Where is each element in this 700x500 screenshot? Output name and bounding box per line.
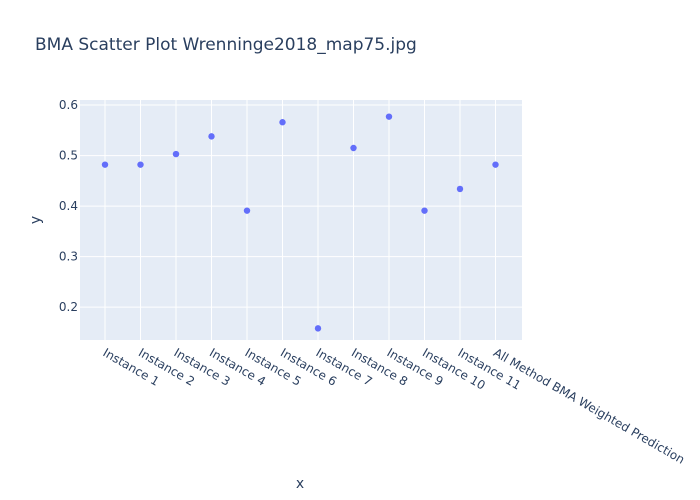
y-tick-label: 0.4: [59, 199, 78, 213]
data-point[interactable]: [208, 133, 215, 140]
plot-area: [80, 100, 522, 340]
data-point[interactable]: [421, 207, 428, 214]
x-gridlines: [104, 100, 496, 340]
y-tick-label: 0.6: [59, 98, 78, 112]
data-point[interactable]: [492, 161, 499, 168]
data-point[interactable]: [279, 119, 286, 126]
data-point[interactable]: [385, 113, 393, 120]
y-tick-labels: 0.2 0.3 0.4 0.5 0.6: [59, 98, 78, 314]
y-tick-label: 0.2: [59, 300, 78, 314]
x-tick-label: All Method BMA Weighted Prediction: [491, 345, 687, 466]
data-point[interactable]: [350, 144, 357, 152]
y-tick-label: 0.3: [59, 250, 78, 264]
y-gridlines: [80, 104, 522, 308]
data-point[interactable]: [101, 161, 109, 168]
x-axis-label: x: [296, 476, 304, 492]
data-point[interactable]: [314, 325, 322, 332]
data-point[interactable]: [172, 150, 180, 158]
y-tick-label: 0.5: [59, 149, 78, 163]
data-point[interactable]: [456, 185, 464, 193]
y-axis-label: y: [28, 216, 44, 224]
data-point[interactable]: [137, 161, 144, 168]
data-points: [101, 113, 499, 332]
data-point[interactable]: [243, 207, 251, 214]
chart-title: BMA Scatter Plot Wrenninge2018_map75.jpg: [35, 35, 417, 55]
